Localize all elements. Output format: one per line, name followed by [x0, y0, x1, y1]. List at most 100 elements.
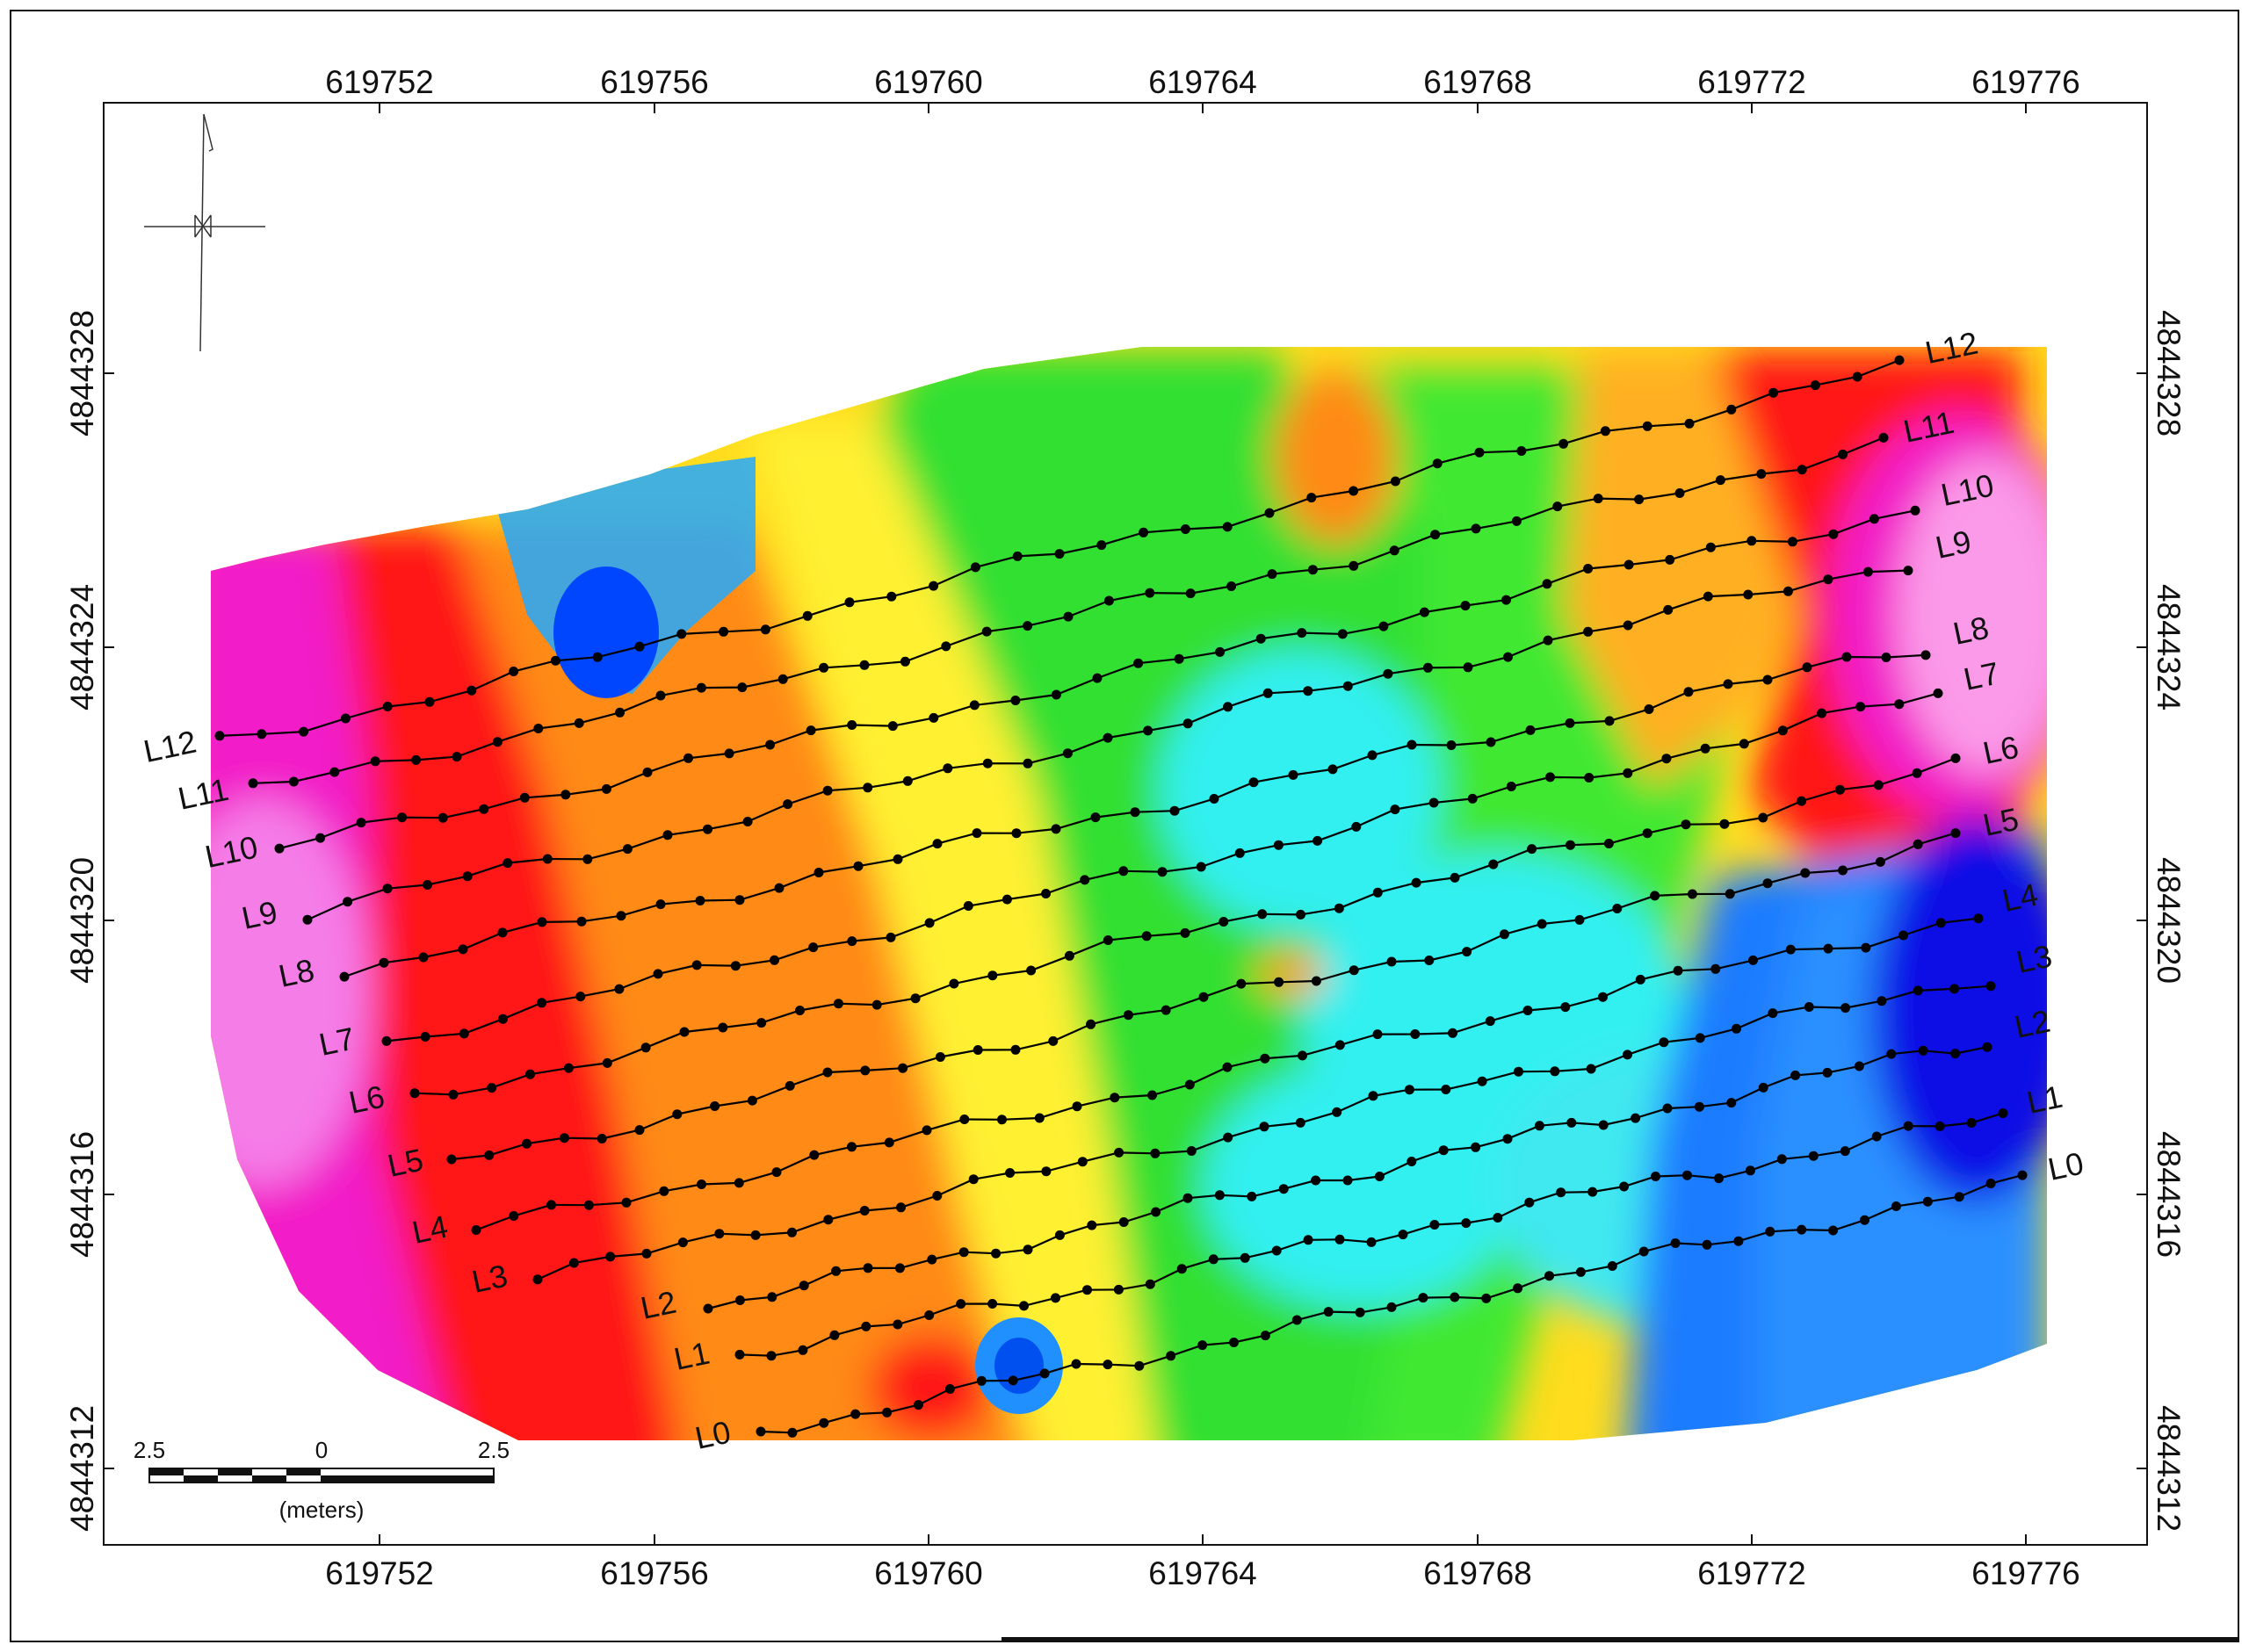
survey-station	[498, 1014, 508, 1024]
survey-station	[1438, 1145, 1449, 1156]
survey-station	[382, 702, 393, 711]
survey-station	[1586, 1064, 1596, 1074]
survey-station	[943, 763, 953, 774]
survey-station	[1087, 1220, 1097, 1230]
survey-station	[1783, 586, 1793, 596]
survey-station	[963, 901, 973, 911]
survey-station	[795, 1006, 805, 1015]
survey-station	[1663, 604, 1674, 615]
survey-line: L9 L9	[239, 523, 1975, 936]
survey-station	[1323, 1307, 1334, 1317]
line-label-start: L0	[692, 1414, 734, 1456]
survey-station	[997, 1115, 1007, 1125]
survey-station	[814, 868, 824, 877]
survey-station	[1790, 1070, 1801, 1080]
survey-station	[1103, 1360, 1113, 1370]
survey-station	[1113, 1284, 1124, 1295]
survey-station	[787, 1427, 798, 1438]
survey-station	[1274, 977, 1284, 987]
survey-station	[1103, 595, 1114, 606]
survey-station	[1176, 1264, 1187, 1274]
survey-station	[1488, 859, 1499, 869]
survey-station	[1023, 1244, 1033, 1255]
survey-station	[924, 1310, 935, 1320]
survey-station	[471, 1225, 481, 1235]
survey-station	[676, 629, 687, 639]
survey-station	[987, 1299, 998, 1309]
survey-station	[1234, 848, 1245, 858]
survey-station	[1471, 523, 1481, 534]
x-tick-label: 619756	[600, 64, 708, 100]
survey-station	[1182, 1193, 1193, 1203]
survey-station	[1214, 1190, 1225, 1201]
survey-station	[1103, 732, 1113, 743]
survey-station	[1297, 628, 1307, 638]
survey-station	[1186, 1146, 1197, 1156]
survey-station	[766, 1351, 777, 1361]
survey-station	[1623, 620, 1633, 631]
x-tick-label: 619768	[1423, 64, 1531, 100]
survey-line: L4 L4	[409, 876, 2042, 1251]
survey-station	[1303, 686, 1313, 696]
survey-station	[787, 1227, 797, 1237]
survey-station	[822, 785, 833, 796]
survey-station	[1556, 1187, 1566, 1198]
survey-station	[379, 957, 389, 968]
x-tick-label: 619772	[1697, 64, 1805, 100]
survey-station	[884, 1137, 894, 1148]
survey-station	[1828, 529, 1839, 539]
survey-station	[462, 871, 473, 882]
survey-station	[1558, 438, 1569, 449]
survey-station	[1715, 475, 1725, 486]
survey-station	[1583, 626, 1594, 637]
survey-station	[1985, 1179, 1996, 1188]
x-tick-label: 619756	[600, 1555, 708, 1591]
survey-station	[1544, 1271, 1554, 1281]
survey-station	[315, 833, 326, 843]
survey-station	[1262, 688, 1273, 698]
survey-station	[734, 1349, 745, 1360]
survey-station	[1257, 909, 1268, 920]
survey-station	[863, 783, 873, 793]
survey-station	[1898, 930, 1908, 941]
survey-station	[1450, 1292, 1460, 1302]
survey-station	[697, 1179, 706, 1189]
survey-station	[1705, 542, 1716, 552]
survey-station	[1430, 530, 1441, 540]
survey-station	[1311, 1175, 1321, 1186]
survey-station	[1248, 777, 1259, 788]
survey-station	[423, 880, 433, 890]
survey-station	[1726, 1098, 1737, 1108]
survey-station	[1180, 524, 1190, 534]
survey-station	[1506, 782, 1516, 791]
survey-station	[1090, 812, 1101, 823]
survey-station	[1462, 947, 1472, 957]
survey-station	[1080, 875, 1090, 885]
survey-station	[288, 776, 299, 787]
survey-station	[1861, 942, 1871, 953]
survey-station	[1410, 1029, 1421, 1039]
survey-station	[1834, 784, 1845, 795]
survey-station	[1681, 819, 1691, 830]
y-tick-label: 4844324	[2151, 584, 2187, 711]
survey-station	[1072, 1101, 1082, 1112]
survey-station	[1051, 824, 1061, 834]
survey-station	[537, 917, 547, 927]
survey-station	[1383, 668, 1393, 679]
survey-station	[1785, 944, 1796, 955]
survey-station	[1226, 581, 1237, 591]
survey-station	[1604, 716, 1615, 726]
survey-station	[1623, 559, 1634, 570]
survey-station	[1650, 891, 1660, 901]
survey-station	[973, 1045, 983, 1055]
survey-station	[1260, 1331, 1270, 1341]
survey-station	[1389, 545, 1399, 556]
survey-station	[1894, 355, 1905, 365]
line-label-start: L1	[671, 1335, 713, 1377]
survey-station	[257, 729, 267, 739]
survey-station	[1026, 965, 1037, 976]
survey-station	[1169, 805, 1180, 816]
x-tick-label: 619760	[874, 64, 982, 100]
survey-station	[1418, 1293, 1428, 1303]
survey-station	[802, 610, 813, 621]
